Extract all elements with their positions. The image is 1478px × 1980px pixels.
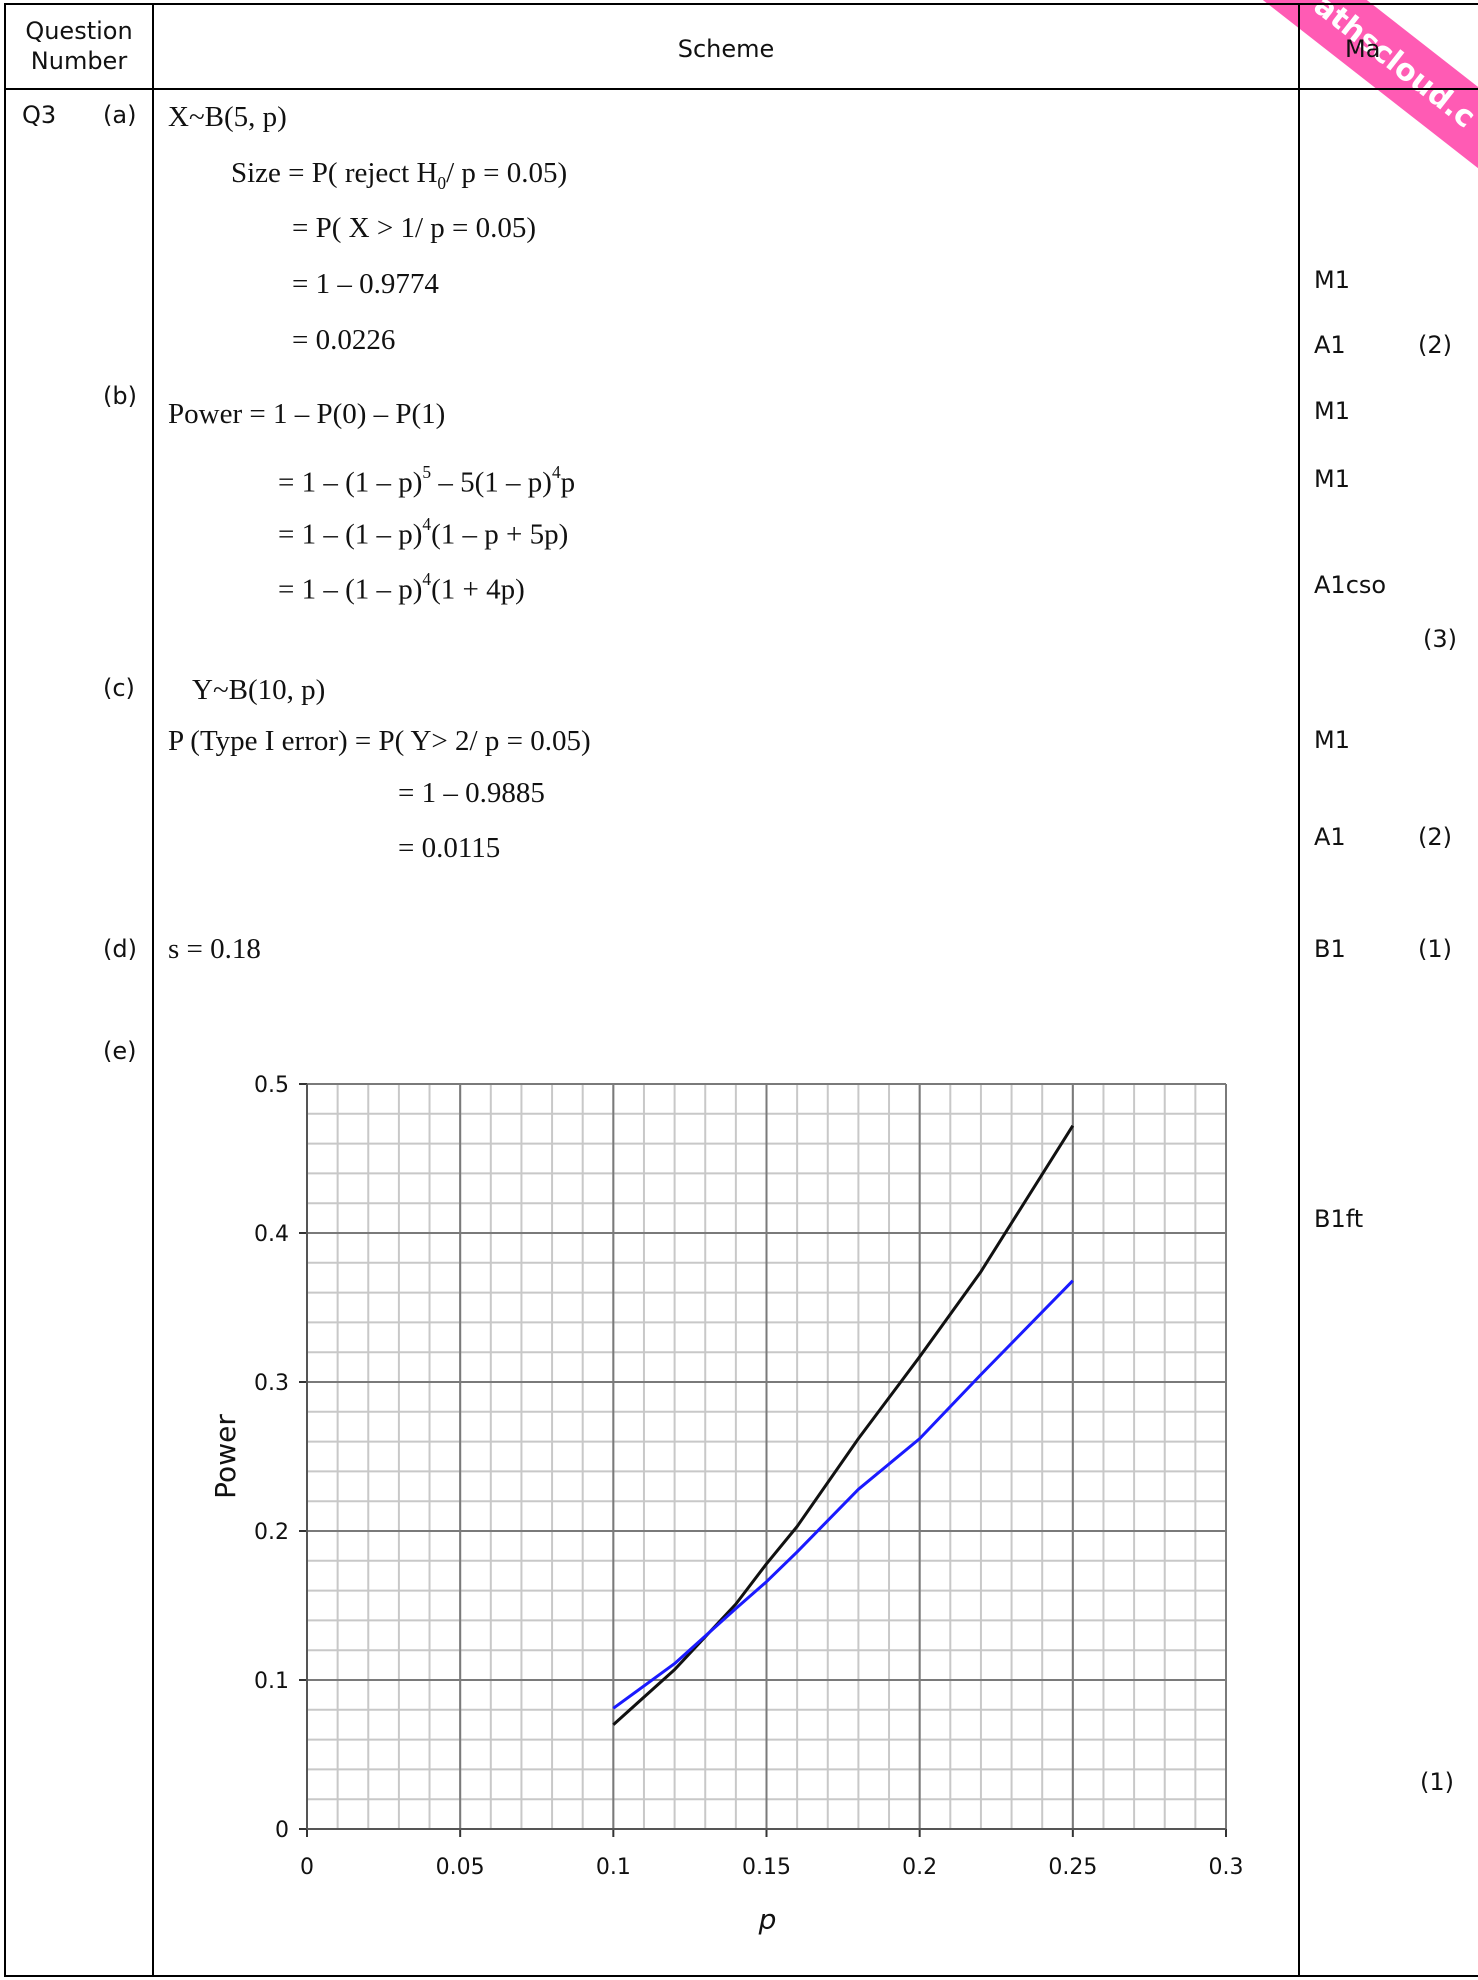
part-a-line-1: X~B(5, p) [168,101,287,133]
part-d-line: s = 0.18 [168,933,261,965]
power-curve-series-1 [612,1124,1075,1726]
part-b-total: (3) [1423,625,1457,653]
part-c-mark-2: A1 [1314,823,1346,851]
header-question-number: Question Number [25,17,133,75]
table-bottom-border [4,1975,1478,1977]
part-c-line-3: = 1 – 0.9885 [398,777,545,809]
part-e-label: (e) [103,1037,137,1065]
x-tick-label: 0.15 [742,1855,791,1880]
part-a-label: (a) [103,101,137,129]
power-curve-chart: 0 0.05 0.1 0.15 0.2 0.25 0.3 0 0.1 0.2 0.3 0.4 0.5 p P… [209,1073,1244,1936]
header-divider [4,88,1478,90]
part-a-line-3: = P( X > 1/ p = 0.05) [292,212,537,244]
x-axis-label: p [758,1903,777,1936]
part-d-total: (1) [1418,935,1452,963]
y-tick-label: 0.1 [254,1669,289,1694]
part-d-mark: B1 [1314,935,1346,963]
question-number: Q3 [22,101,57,129]
x-tick-label: 0.05 [436,1855,485,1880]
part-b-line-2: = 1 – (1 – p)5 – 5(1 – p)4p [278,462,576,499]
part-a-line-2: Size = P( reject H0/ p = 0.05) [231,157,568,193]
y-tick-label: 0.3 [254,1371,289,1396]
part-c-total: (2) [1418,823,1452,851]
column-divider-question [152,3,154,1977]
watermark-text: athscloud.c [1307,0,1478,136]
table-left-border [4,3,6,1977]
y-tick-label: 0.4 [254,1222,289,1247]
header-marks: Ma [1345,35,1381,63]
part-c-mark-1: M1 [1314,726,1350,754]
part-b-mark-1: M1 [1314,397,1350,425]
header-scheme: Scheme [677,35,775,63]
x-tick-label: 0.25 [1048,1855,1097,1880]
y-tick-label: 0.5 [254,1073,289,1098]
watermark-stamp: athscloud.c [1250,0,1478,188]
part-a-mark-1: M1 [1314,266,1350,294]
x-tick-label: 0 [300,1855,314,1880]
table-top-border [4,3,1478,5]
part-e-total: (1) [1420,1768,1454,1796]
part-b-line-1: Power = 1 – P(0) – P(1) [168,398,446,430]
power-curve-series-2 [612,1279,1074,1710]
part-b-mark-3: A1cso [1314,571,1387,599]
y-tick-label: 0 [275,1818,289,1843]
column-divider-marks [1298,3,1300,1977]
part-a-line-4: = 1 – 0.9774 [292,268,439,300]
part-d-label: (d) [103,935,137,963]
part-a-line-5: = 0.0226 [292,324,396,356]
x-tick-label: 0.1 [596,1855,631,1880]
x-tick-label: 0.3 [1209,1855,1244,1880]
part-a-total: (2) [1418,331,1452,359]
part-e-mark: B1ft [1314,1205,1364,1233]
part-c-label: (c) [103,674,135,702]
y-axis-label: Power [209,1414,242,1499]
part-b-line-3: = 1 – (1 – p)4(1 – p + 5p) [278,514,569,551]
part-b-mark-2: M1 [1314,465,1350,493]
part-c-line-4: = 0.0115 [398,832,501,864]
y-tick-label: 0.2 [254,1520,289,1545]
x-tick-label: 0.2 [902,1855,937,1880]
part-c-line-1: Y~B(10, p) [192,674,326,706]
part-c-line-2: P (Type I error) = P( Y> 2/ p = 0.05) [168,725,591,757]
part-b-label: (b) [103,382,137,410]
part-b-line-4: = 1 – (1 – p)4(1 + 4p) [278,569,525,606]
part-a-mark-2: A1 [1314,331,1346,359]
